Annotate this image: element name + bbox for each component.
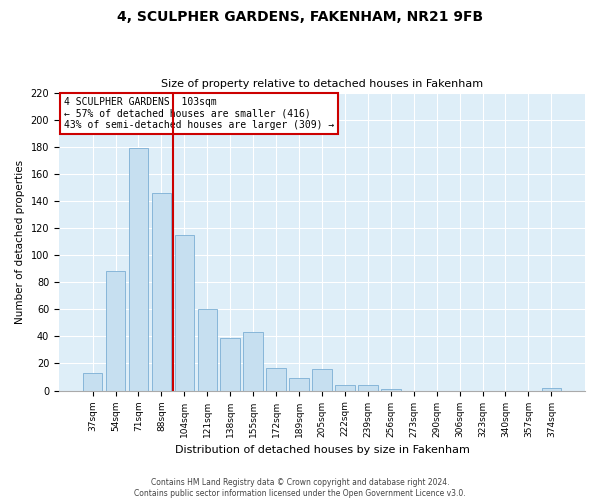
Title: Size of property relative to detached houses in Fakenham: Size of property relative to detached ho… xyxy=(161,79,483,89)
Bar xyxy=(335,385,355,390)
Text: 4 SCULPHER GARDENS: 103sqm
← 57% of detached houses are smaller (416)
43% of sem: 4 SCULPHER GARDENS: 103sqm ← 57% of deta… xyxy=(64,97,334,130)
Bar xyxy=(266,368,286,390)
Bar xyxy=(381,389,401,390)
Text: Contains HM Land Registry data © Crown copyright and database right 2024.
Contai: Contains HM Land Registry data © Crown c… xyxy=(134,478,466,498)
Bar xyxy=(312,369,332,390)
X-axis label: Distribution of detached houses by size in Fakenham: Distribution of detached houses by size … xyxy=(175,445,469,455)
Bar xyxy=(289,378,309,390)
Y-axis label: Number of detached properties: Number of detached properties xyxy=(15,160,25,324)
Bar xyxy=(152,193,171,390)
Bar xyxy=(83,373,103,390)
Bar xyxy=(128,148,148,390)
Bar xyxy=(358,385,377,390)
Bar xyxy=(106,272,125,390)
Bar xyxy=(542,388,561,390)
Text: 4, SCULPHER GARDENS, FAKENHAM, NR21 9FB: 4, SCULPHER GARDENS, FAKENHAM, NR21 9FB xyxy=(117,10,483,24)
Bar xyxy=(220,338,240,390)
Bar xyxy=(244,332,263,390)
Bar xyxy=(175,235,194,390)
Bar xyxy=(197,310,217,390)
